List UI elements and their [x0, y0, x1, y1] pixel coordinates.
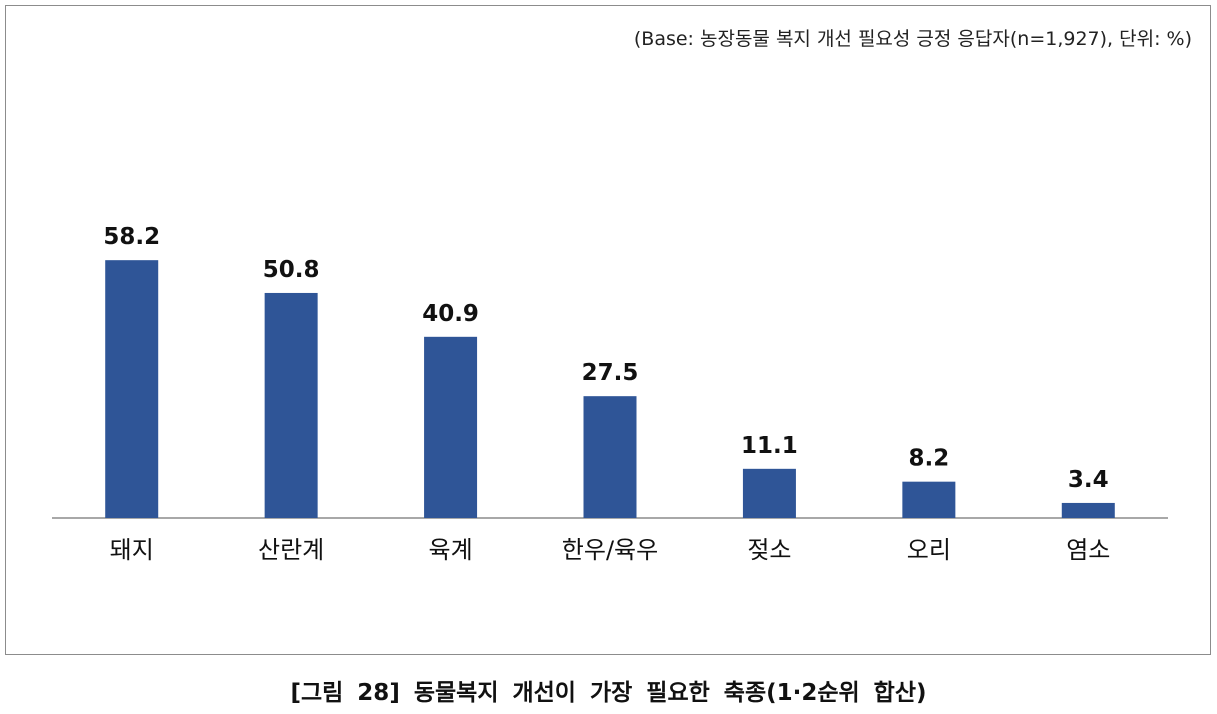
category-label-3: 한우/육우 [562, 536, 658, 564]
bar-5 [902, 481, 956, 518]
figure-caption: [그림 28] 동물복지 개선이 가장 필요한 축종(1·2순위 합산) [290, 680, 927, 706]
category-label-6: 염소 [1066, 536, 1110, 564]
category-label-0: 돼지 [110, 536, 154, 564]
data-label-0: 58.2 [103, 224, 160, 250]
category-label-5: 오리 [907, 536, 951, 564]
data-label-1: 50.8 [263, 257, 320, 283]
base-note: (Base: 농장동물 복지 개선 필요성 긍정 응답자(n=1,927), 단… [633, 28, 1192, 50]
bar-4 [742, 468, 796, 518]
bar-6 [1061, 502, 1115, 518]
data-label-3: 27.5 [582, 360, 639, 386]
data-label-5: 8.2 [908, 446, 949, 472]
data-label-4: 11.1 [741, 433, 798, 459]
bar-1 [264, 292, 318, 518]
chart-frame: (Base: 농장동물 복지 개선 필요성 긍정 응답자(n=1,927), 단… [5, 5, 1211, 655]
category-label-4: 젖소 [747, 536, 791, 564]
bar-0 [105, 260, 159, 518]
data-label-6: 3.4 [1068, 467, 1109, 493]
bar-3 [583, 396, 637, 518]
data-label-2: 40.9 [422, 301, 479, 327]
bar-2 [424, 336, 478, 518]
category-label-1: 산란계 [258, 536, 324, 564]
category-label-2: 육계 [428, 536, 472, 564]
